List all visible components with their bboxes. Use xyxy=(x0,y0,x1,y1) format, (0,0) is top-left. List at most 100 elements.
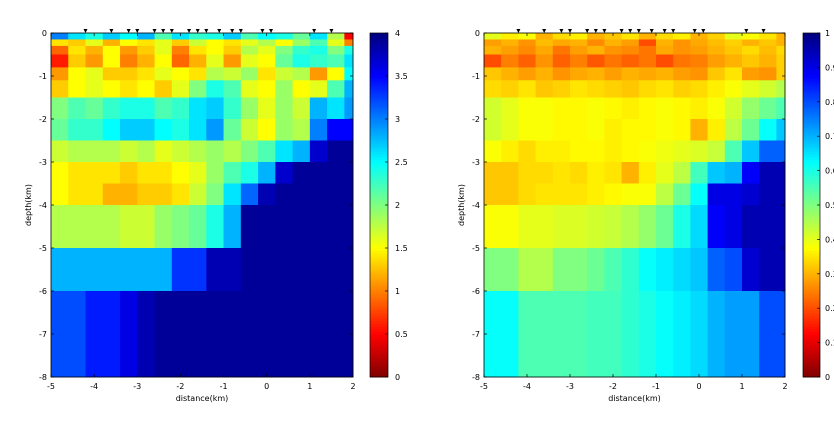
heatmap-cell xyxy=(518,80,536,98)
colorbar-band xyxy=(803,309,820,313)
heatmap-cell xyxy=(68,33,86,40)
colorbar-band xyxy=(803,234,820,238)
colorbar-band xyxy=(803,78,820,82)
heatmap-cell xyxy=(85,140,104,163)
heatmap-cell xyxy=(327,39,345,47)
heatmap-cell xyxy=(552,291,571,378)
heatmap-cell xyxy=(240,54,259,68)
heatmap-cell xyxy=(604,205,622,249)
heatmap-cell xyxy=(656,119,674,141)
heatmap-cell xyxy=(292,67,311,81)
heatmap-cell xyxy=(223,45,242,55)
station-marker xyxy=(559,29,564,33)
heatmap-cell xyxy=(673,248,691,292)
heatmap-cell xyxy=(724,54,743,68)
heatmap-cell xyxy=(707,291,726,378)
y-tick-label: -1 xyxy=(472,72,480,81)
station-marker xyxy=(260,29,265,33)
colorbar-band xyxy=(803,65,820,69)
colorbar-band xyxy=(803,231,820,236)
station-marker xyxy=(628,29,633,33)
heatmap-cell xyxy=(292,162,311,184)
colorbar-band xyxy=(370,261,388,265)
heatmap-cell xyxy=(344,54,354,68)
heatmap-cell xyxy=(171,248,190,292)
heatmap-cell xyxy=(707,248,726,292)
colorbar-band xyxy=(370,307,388,311)
colorbar-band xyxy=(370,363,388,367)
y-tick-label: -6 xyxy=(472,287,480,296)
heatmap-cell xyxy=(621,119,640,141)
heatmap-cell xyxy=(275,140,293,163)
x-tick-label: -4 xyxy=(523,382,531,391)
heatmap-cell xyxy=(137,45,155,55)
colorbar-band xyxy=(370,299,388,303)
heatmap-cell xyxy=(309,97,328,120)
heatmap-cell xyxy=(275,54,293,68)
heatmap-cell xyxy=(673,97,691,120)
colorbar-tick-label: 3.5 xyxy=(395,72,408,81)
heatmap-cell xyxy=(518,119,536,141)
heatmap-cell xyxy=(552,45,571,55)
heatmap-cell xyxy=(518,67,536,81)
heatmap-cell xyxy=(621,205,640,249)
heatmap-cell xyxy=(587,54,605,68)
y-tick-label: -7 xyxy=(472,330,480,339)
heatmap-cell xyxy=(707,80,726,98)
colorbar-band xyxy=(803,145,820,150)
heatmap-cell xyxy=(690,54,708,68)
heatmap-cell xyxy=(137,140,155,163)
colorbar-band xyxy=(370,258,388,262)
colorbar-band xyxy=(803,347,820,351)
heatmap-cell xyxy=(535,80,554,98)
colorbar-band xyxy=(370,339,388,343)
heatmap-cell xyxy=(656,54,674,68)
colorbar-band xyxy=(803,127,820,131)
heatmap-cell xyxy=(120,45,138,55)
heatmap-cell xyxy=(707,162,726,184)
heatmap-cell xyxy=(656,45,674,55)
heatmap-cell xyxy=(102,39,121,47)
heatmap-cell xyxy=(604,54,622,68)
heatmap-cell xyxy=(638,291,657,378)
colorbar-band xyxy=(370,347,388,351)
colorbar-band xyxy=(370,186,388,190)
heatmap-cell xyxy=(137,54,155,68)
heatmap-cell xyxy=(742,80,760,98)
heatmap-cell xyxy=(656,162,674,184)
heatmap-cell xyxy=(102,33,121,40)
heatmap-cell xyxy=(724,248,743,292)
heatmap-cell xyxy=(240,183,259,206)
heatmap-cell xyxy=(120,80,138,98)
colorbar-band xyxy=(803,156,820,160)
heatmap-cell xyxy=(604,97,622,120)
heatmap-cell xyxy=(102,119,121,141)
heatmap-cell xyxy=(154,80,173,98)
colorbar-band xyxy=(370,51,388,55)
colorbar-band xyxy=(370,108,388,112)
heatmap-cell xyxy=(102,80,121,98)
colorbar-tick-label: 0 xyxy=(395,373,400,382)
colorbar-band xyxy=(370,92,388,96)
colorbar-band xyxy=(370,237,388,241)
colorbar-band xyxy=(803,371,820,375)
colorbar-band xyxy=(370,344,388,348)
heatmap-cell xyxy=(309,80,328,98)
colorbar-band xyxy=(370,309,388,313)
heatmap-cell xyxy=(292,54,311,68)
heatmap-cell xyxy=(604,67,622,81)
heatmap-cells xyxy=(51,33,354,378)
station-marker xyxy=(269,29,274,33)
colorbar-band xyxy=(370,221,388,225)
colorbar-band xyxy=(370,291,388,295)
station-marker xyxy=(744,29,749,33)
heatmap-cell xyxy=(102,67,121,81)
heatmap-cell xyxy=(240,45,259,55)
heatmap-cell xyxy=(137,33,155,40)
heatmap-cell xyxy=(707,97,726,120)
heatmap-cell xyxy=(327,140,345,163)
colorbar-tick-label: 0.7 xyxy=(825,132,834,141)
colorbar-band xyxy=(803,261,820,265)
heatmap-cell xyxy=(742,33,760,40)
heatmap-cell xyxy=(137,162,155,184)
